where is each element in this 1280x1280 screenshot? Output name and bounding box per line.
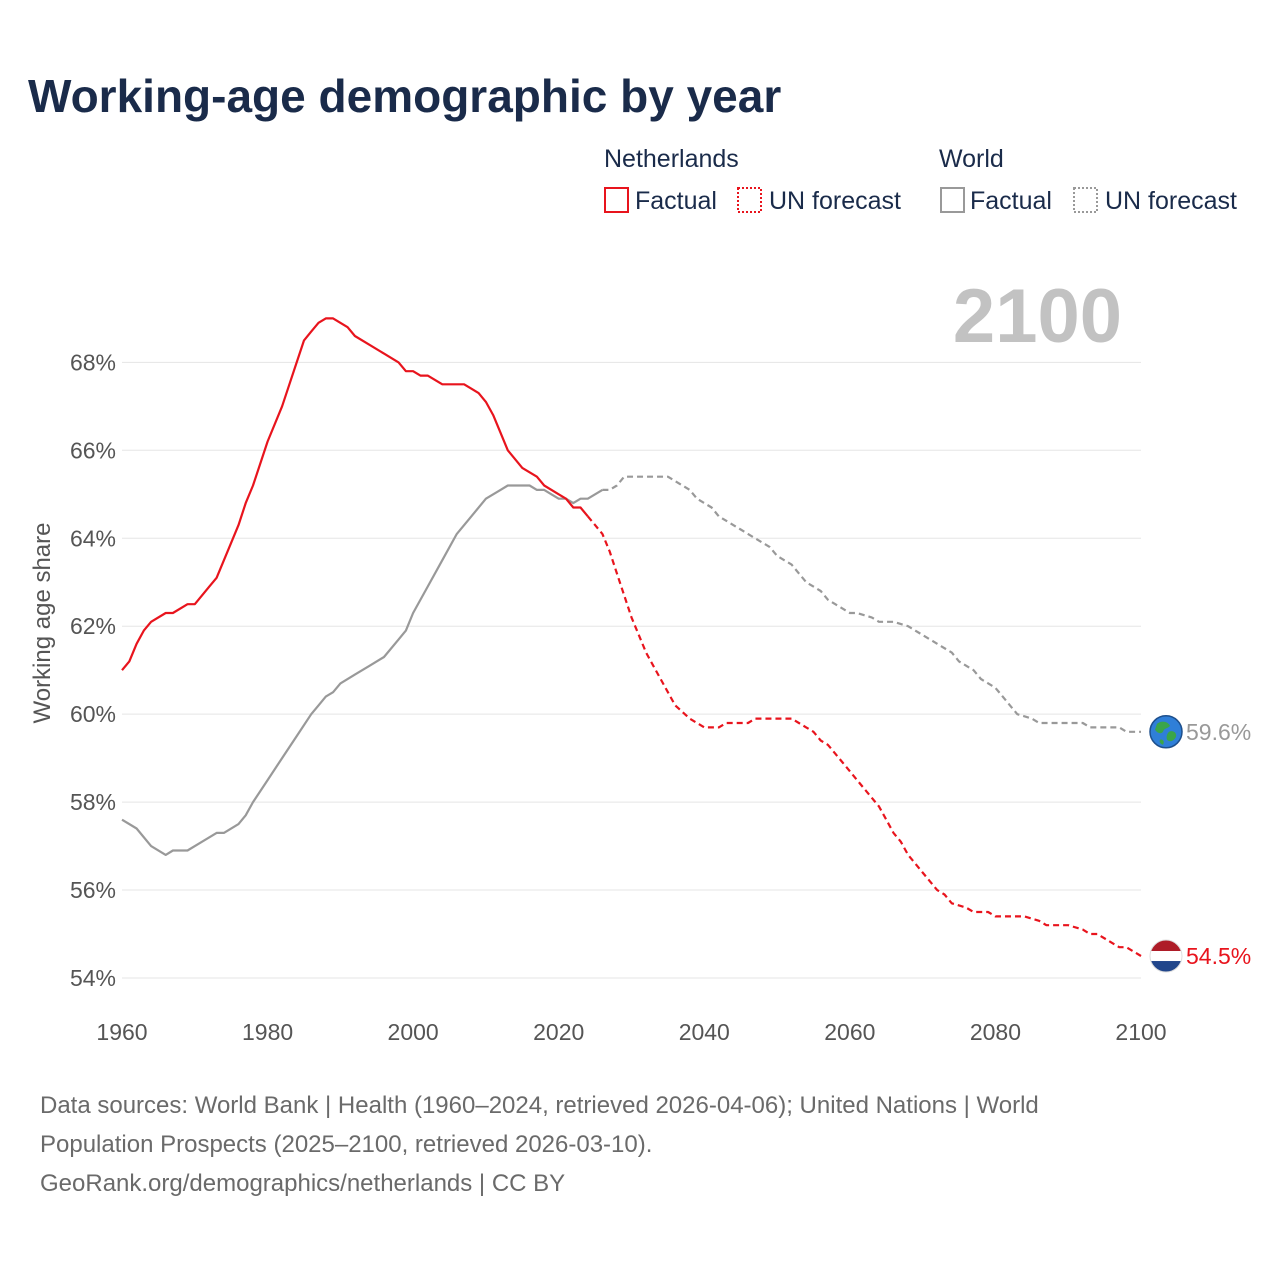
world-end-label: 59.6% — [1186, 719, 1251, 745]
legend-swatch-forecast — [737, 187, 762, 213]
world-end-marker: 59.6% — [1149, 715, 1251, 749]
source-notes: Data sources: World Bank | Health (1960–… — [40, 1092, 1039, 1197]
legend-label-factual[interactable]: Factual — [970, 187, 1052, 215]
legend-group-title: World — [939, 145, 1004, 173]
legend-swatch-factual — [604, 187, 629, 213]
gridlines — [122, 361, 1141, 979]
legend-label-factual[interactable]: Factual — [635, 187, 717, 215]
series-lines — [121, 317, 1142, 957]
source-line-3[interactable]: GeoRank.org/demographics/netherlands | C… — [40, 1170, 565, 1197]
series-line-world-factual — [121, 484, 603, 856]
legend-group-netherlands: Netherlands Factual UN forecast — [604, 145, 901, 215]
year-watermark: 2100 — [953, 274, 1122, 359]
y-tick-label: 62% — [70, 613, 116, 639]
y-tick-label: 60% — [70, 701, 116, 727]
x-tick-label: 1980 — [242, 1019, 293, 1045]
legend-group-world: World Factual UN forecast — [939, 145, 1237, 215]
netherlands-flag-icon — [1149, 939, 1183, 973]
legend-swatch-factual — [940, 187, 965, 213]
axis-ticks: 54% 56% 58% 60% 62% 64% 66% 68% 1960 1980 2000 2020… — [70, 349, 1167, 1045]
legend-label-forecast[interactable]: UN forecast — [1105, 187, 1237, 215]
globe-icon — [1149, 715, 1183, 749]
netherlands-end-label: 54.5% — [1186, 943, 1251, 969]
x-tick-label: 2100 — [1115, 1019, 1166, 1045]
y-tick-label: 66% — [70, 437, 116, 463]
series-line-netherlands-forecast — [586, 515, 1142, 957]
x-tick-label: 2060 — [824, 1019, 875, 1045]
y-tick-label: 56% — [70, 877, 116, 903]
x-tick-label: 2080 — [970, 1019, 1021, 1045]
source-line-1: Data sources: World Bank | Health (1960–… — [40, 1092, 1039, 1119]
legend-group-title: Netherlands — [604, 145, 739, 173]
legend: Netherlands Factual UN forecast World Fa… — [604, 145, 1237, 215]
y-tick-label: 64% — [70, 525, 116, 551]
y-tick-label: 54% — [70, 965, 116, 991]
y-tick-label: 68% — [70, 349, 116, 375]
legend-swatch-forecast — [1073, 187, 1098, 213]
legend-label-forecast[interactable]: UN forecast — [769, 187, 901, 215]
x-tick-label: 2040 — [679, 1019, 730, 1045]
series-line-world-forecast — [602, 475, 1141, 733]
chart-title: Working-age demographic by year — [28, 70, 781, 122]
source-line-2: Population Prospects (2025–2100, retriev… — [40, 1131, 652, 1158]
series-line-netherlands-factual — [121, 317, 589, 671]
netherlands-end-marker: 54.5% — [1149, 939, 1251, 973]
x-tick-label: 2020 — [533, 1019, 584, 1045]
y-tick-label: 58% — [70, 789, 116, 815]
y-axis-label: Working age share — [29, 523, 56, 724]
x-tick-label: 2000 — [388, 1019, 439, 1045]
x-tick-label: 1960 — [96, 1019, 147, 1045]
